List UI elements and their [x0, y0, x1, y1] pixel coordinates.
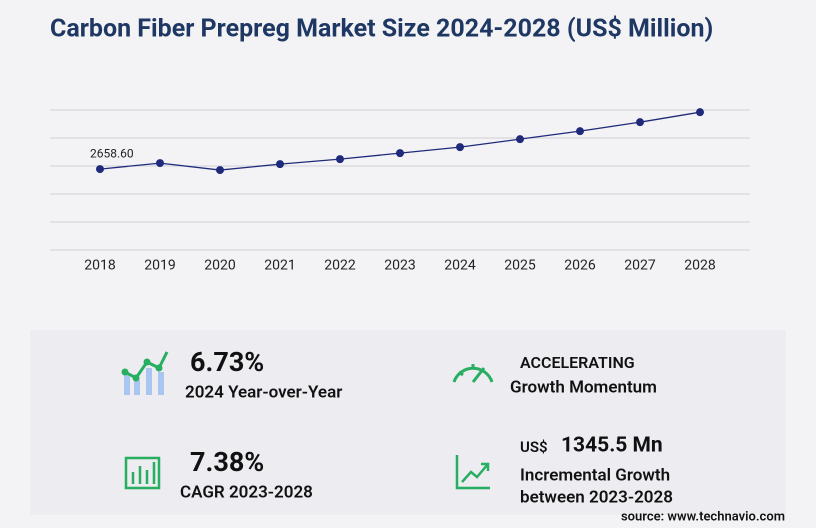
marker — [456, 143, 464, 152]
chart-title: Carbon Fiber Prepreg Market Size 2024-20… — [50, 15, 713, 44]
marker — [276, 160, 284, 169]
x-tick-label: 2025 — [504, 258, 536, 274]
marker — [396, 149, 404, 158]
kpi-label: Growth Momentum — [510, 377, 657, 397]
marker — [516, 135, 524, 144]
kpi-unit: US$ — [520, 438, 548, 456]
kpi-label: between 2023-2028 — [520, 487, 673, 507]
trend-icon — [455, 455, 490, 490]
x-tick-label: 2018 — [84, 258, 116, 274]
line — [99, 111, 701, 171]
plot: 2018 2019 2020 2021 2022 2023 2024 2025 2026 2027… — [50, 108, 750, 274]
kpi-label: Incremental Growth — [520, 465, 670, 485]
gauge-icon — [452, 364, 494, 383]
kpi-value: 6.73% — [190, 346, 264, 378]
kpi-value: 1345.5 Mn — [561, 434, 663, 458]
kpi-label: 2024 Year-over-Year — [185, 382, 342, 402]
x-tick-label: 2021 — [264, 258, 295, 274]
source: source: www.technavio.com — [621, 509, 785, 524]
kpi-value: ACCELERATING — [520, 353, 635, 372]
x-tick-label: 2027 — [624, 258, 656, 274]
marker — [576, 127, 584, 136]
marker — [96, 165, 104, 174]
growth-icon — [121, 351, 169, 395]
bar-icon — [124, 456, 161, 490]
x-tick-label: 2020 — [204, 258, 236, 274]
kpi-value: 7.38% — [190, 446, 264, 478]
marker — [336, 155, 344, 164]
x-tick-label: 2019 — [144, 258, 175, 274]
x-tick-label: 2026 — [564, 258, 596, 274]
x-tick-label: 2028 — [684, 258, 716, 274]
marker — [216, 166, 224, 175]
marker — [636, 118, 644, 127]
x-tick-label: 2024 — [444, 258, 476, 274]
x-tick-label: 2023 — [384, 258, 415, 274]
kpi-label: CAGR 2023-2028 — [180, 482, 313, 502]
kpi-panel — [30, 330, 786, 515]
data-label: 2658.60 — [90, 146, 134, 160]
marker — [156, 159, 164, 168]
x-tick-label: 2022 — [324, 258, 356, 274]
marker — [696, 108, 704, 117]
